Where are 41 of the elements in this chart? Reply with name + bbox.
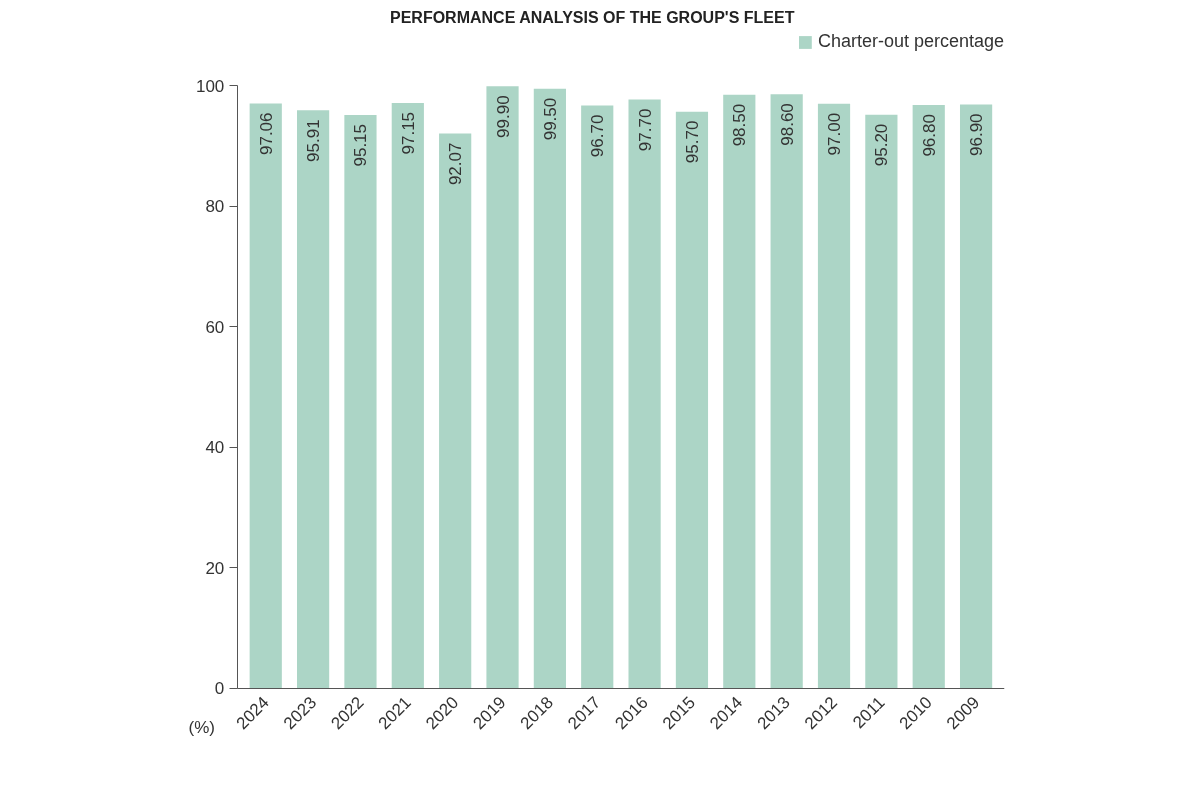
text: 95.70	[682, 120, 702, 164]
text: 95.15	[351, 123, 371, 167]
text: 92.07	[446, 142, 466, 186]
y-tick-label: 0	[214, 679, 225, 699]
bar	[675, 111, 709, 689]
text: 97.06	[256, 112, 276, 156]
bar	[912, 105, 945, 689]
bar	[959, 104, 993, 689]
bar	[297, 110, 330, 689]
text: 98.50	[730, 103, 750, 147]
chart-title: PERFORMANCE ANALYSIS OF THE GROUP'S FLEET	[389, 8, 795, 26]
y-axis-title: (%)	[188, 718, 216, 738]
text: 99.50	[540, 97, 560, 141]
bar	[486, 86, 519, 689]
y-tick-label: 100	[195, 76, 225, 96]
bar	[865, 114, 898, 689]
legend-label: Charter-out percentage	[817, 31, 1004, 52]
bar	[817, 103, 851, 689]
y-tick-label: 20	[205, 558, 225, 578]
text: 98.60	[777, 103, 797, 146]
text: 99.90	[493, 95, 513, 138]
y-tick-label: 40	[205, 438, 225, 458]
bar	[723, 94, 756, 689]
text: 97.70	[635, 108, 655, 152]
bar	[770, 94, 803, 689]
bar	[344, 114, 377, 689]
y-tick-label: 80	[205, 197, 225, 217]
text: 96.80	[919, 114, 939, 157]
text: 96.90	[967, 113, 987, 156]
text: 96.70	[588, 114, 608, 158]
text: 97.15	[398, 111, 418, 155]
text: 95.20	[872, 123, 892, 167]
bar	[533, 88, 566, 689]
text: 97.00	[825, 112, 845, 156]
bar	[391, 102, 424, 689]
bar	[439, 133, 472, 689]
bar	[628, 99, 661, 689]
y-tick-label: 60	[205, 317, 225, 337]
bar	[249, 103, 282, 689]
text: 95.91	[304, 119, 324, 162]
bar	[581, 105, 614, 689]
